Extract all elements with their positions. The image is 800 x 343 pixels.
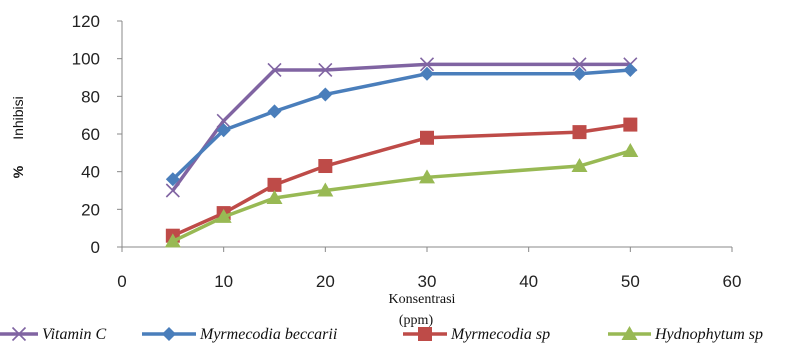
y-tick-label: 0 <box>91 238 100 257</box>
data-point <box>267 177 282 192</box>
legend-item: Vitamin C <box>0 326 106 343</box>
legend-item: Myrmecodia beccarii <box>142 326 337 343</box>
y-axis-label-prefix: % <box>10 165 26 178</box>
data-point <box>419 57 435 72</box>
series-myrmecodia-beccarii <box>165 62 638 187</box>
legend-marker <box>162 327 176 341</box>
y-tick-label: 120 <box>72 12 100 31</box>
series-line <box>172 149 631 243</box>
legend-marker <box>11 326 27 342</box>
legend-marker <box>418 327 432 341</box>
legend-marker <box>621 326 638 340</box>
series-line <box>171 68 631 181</box>
x-tick-label: 30 <box>418 272 437 291</box>
data-point <box>216 123 231 138</box>
legend-label: Myrmecodia beccarii <box>199 326 337 343</box>
legend-label: Vitamin C <box>42 326 106 343</box>
legend-item: Myrmecodia sp <box>403 326 550 343</box>
y-tick-label: 80 <box>81 87 100 106</box>
series-hydnophytum-sp <box>164 142 639 248</box>
data-point <box>318 159 333 174</box>
y-tick-label: 100 <box>72 50 100 69</box>
y-tick-label: 60 <box>81 125 100 144</box>
data-point <box>420 66 434 81</box>
y-tick-label: 20 <box>81 200 100 219</box>
data-point <box>623 117 638 132</box>
data-point <box>571 158 588 173</box>
data-point <box>318 87 333 102</box>
x-tick-label: 10 <box>214 272 233 291</box>
data-point <box>165 183 180 198</box>
legend-label: Hydnophytum sp <box>654 326 763 343</box>
data-point <box>318 62 333 78</box>
series-layer <box>164 57 639 248</box>
data-point <box>420 130 434 145</box>
data-point <box>419 169 435 184</box>
data-point <box>165 172 180 187</box>
x-tick-label: 50 <box>621 272 640 291</box>
data-point <box>266 190 283 205</box>
x-axis-unit: (ppm) <box>399 313 434 328</box>
data-point <box>215 208 232 223</box>
legend-label: Myrmecodia sp <box>450 326 550 343</box>
x-tick-label: 60 <box>723 272 742 291</box>
x-tick-label: 20 <box>316 272 335 291</box>
data-point <box>623 62 638 77</box>
y-tick-label: 40 <box>81 163 100 182</box>
data-point <box>216 113 231 128</box>
x-tick-label: 0 <box>117 272 126 291</box>
series-line <box>171 62 631 192</box>
data-point <box>572 66 587 81</box>
data-point <box>572 57 587 72</box>
data-point <box>622 142 639 157</box>
data-point <box>164 233 181 248</box>
x-axis-label: Konsentrasi <box>389 292 456 307</box>
x-tick-label: 40 <box>519 272 538 291</box>
legend-item: Hydnophytum sp <box>608 326 763 343</box>
axes: 0 20 40 60 80 100 120 0 10 20 30 40 50 60 <box>72 12 742 291</box>
y-axis-label: Inhibisi <box>10 96 26 140</box>
data-point <box>267 62 282 78</box>
data-point <box>572 125 587 140</box>
legend: Vitamin C Myrmecodia beccarii Myrmecodia s… <box>0 326 763 343</box>
data-point <box>267 104 282 119</box>
data-point <box>317 182 334 197</box>
